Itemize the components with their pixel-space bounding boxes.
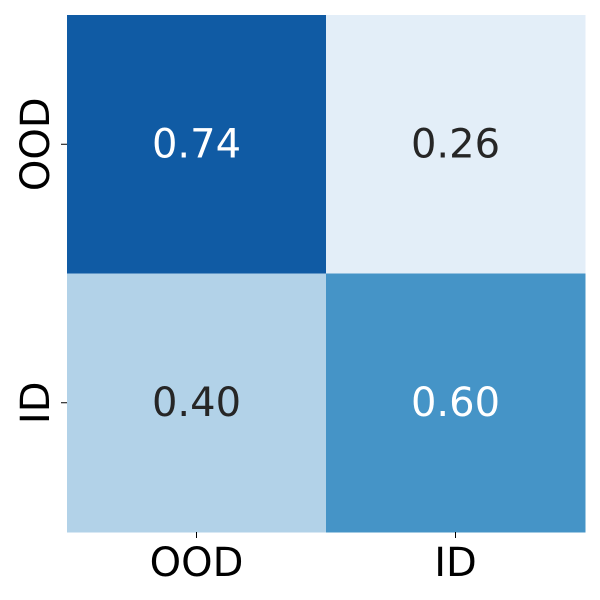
heatmap-cell-id-ood: [67, 273, 327, 533]
heatmap-cell-ood-id: [326, 15, 586, 274]
cell-value-label: 0.40: [152, 380, 241, 426]
heatmap-value-labels: 0.74 0.26 0.40 0.60: [152, 121, 500, 426]
heatmap-cells: [67, 15, 586, 533]
cell-value-label: 0.60: [411, 380, 500, 426]
x-axis: OOD ID: [150, 532, 477, 586]
x-tick-label-id: ID: [434, 540, 477, 586]
heatmap-cell-id-id: [326, 273, 586, 533]
cell-value-label: 0.26: [411, 121, 500, 167]
y-tick-label-id: ID: [13, 381, 59, 424]
cell-value-label: 0.74: [152, 121, 241, 167]
heatmap-cell-ood-ood: [67, 15, 327, 274]
x-tick-label-ood: OOD: [150, 540, 244, 586]
y-axis: OOD ID: [13, 97, 67, 424]
y-tick-label-ood: OOD: [13, 97, 59, 191]
